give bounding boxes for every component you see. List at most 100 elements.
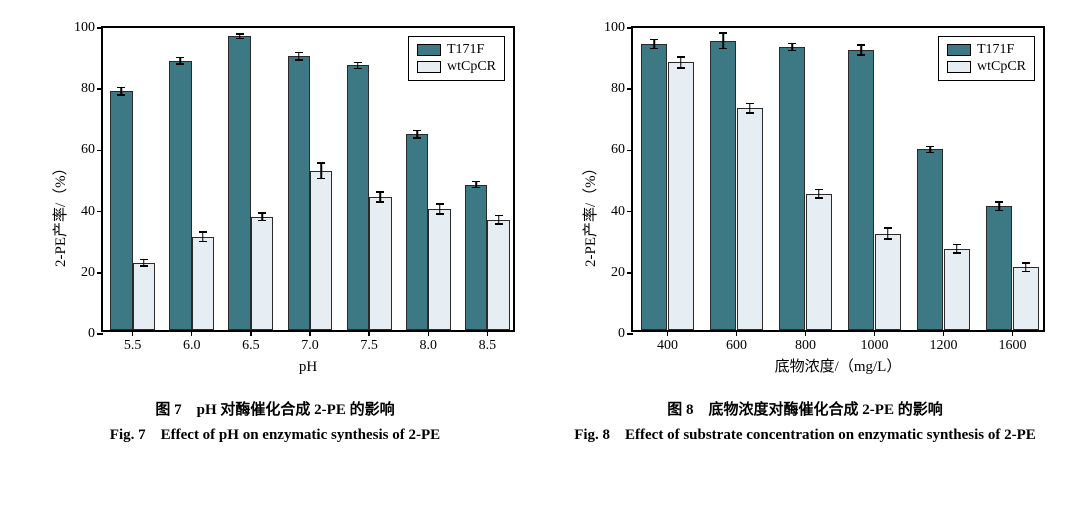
legend-item: T171F: [947, 42, 1026, 58]
xtick: [309, 330, 311, 336]
legend: T171FwtCpCR: [408, 36, 505, 81]
error-bar: [320, 163, 322, 178]
bar-series-a: [848, 50, 874, 330]
legend-swatch: [417, 61, 441, 73]
ytick-label: 100: [587, 20, 625, 36]
xtick-label: 6.0: [183, 338, 201, 354]
ytick: [627, 88, 633, 90]
bar-series-b: [251, 217, 273, 330]
error-cap: [258, 220, 266, 222]
error-cap: [436, 203, 444, 205]
bar-series-a: [710, 41, 736, 330]
error-cap: [677, 56, 685, 58]
xtick-label: 8.0: [420, 338, 438, 354]
plot-frame: 0204060801002-PE产率/（%）底物浓度/（mg/L）4006008…: [631, 26, 1045, 332]
error-cap: [815, 197, 823, 199]
xtick-label: 8.5: [479, 338, 497, 354]
legend-label: wtCpCR: [447, 59, 496, 75]
error-cap: [746, 112, 754, 114]
bar-series-b: [668, 62, 694, 330]
ytick: [627, 27, 633, 29]
error-cap: [354, 62, 362, 64]
xtick-label: 600: [726, 338, 747, 354]
bar-series-b: [369, 197, 391, 330]
legend-item: T171F: [417, 42, 496, 58]
xtick-label: 6.5: [242, 338, 260, 354]
ytick-label: 80: [587, 81, 625, 97]
error-cap: [376, 201, 384, 203]
error-cap: [719, 48, 727, 50]
error-cap: [926, 152, 934, 154]
bar-series-b: [1013, 267, 1039, 330]
error-cap: [472, 187, 480, 189]
error-cap: [140, 265, 148, 267]
error-cap: [884, 227, 892, 229]
figure-7-panel: 0204060801002-PE产率/（%）pH5.56.06.57.07.58…: [25, 18, 525, 446]
error-cap: [650, 39, 658, 41]
error-cap: [376, 191, 384, 193]
bar-series-a: [465, 185, 487, 330]
error-cap: [815, 189, 823, 191]
error-cap: [317, 178, 325, 180]
bar-series-b: [806, 194, 832, 330]
xtick: [736, 330, 738, 336]
xtick-label: 5.5: [124, 338, 142, 354]
bar-series-b: [428, 209, 450, 330]
error-cap: [857, 44, 865, 46]
ytick-label: 20: [57, 265, 95, 281]
ytick-label: 80: [57, 81, 95, 97]
error-cap: [295, 59, 303, 61]
error-cap: [199, 231, 207, 233]
figure-8-chart: 0204060801002-PE产率/（%）底物浓度/（mg/L）4006008…: [555, 18, 1055, 388]
ytick: [627, 333, 633, 335]
bar-series-a: [110, 91, 132, 330]
xtick-label: 7.5: [360, 338, 378, 354]
error-cap: [995, 210, 1003, 212]
error-cap: [746, 103, 754, 105]
xtick-label: 400: [657, 338, 678, 354]
ytick: [627, 211, 633, 213]
error-cap: [354, 68, 362, 70]
error-cap: [295, 52, 303, 54]
error-cap: [413, 130, 421, 132]
xtick: [667, 330, 669, 336]
figure-7-chart: 0204060801002-PE产率/（%）pH5.56.06.57.07.58…: [25, 18, 525, 388]
xtick-label: 1200: [930, 338, 958, 354]
error-cap: [317, 162, 325, 164]
xtick: [132, 330, 134, 336]
error-cap: [926, 146, 934, 148]
x-axis-label: 底物浓度/（mg/L）: [633, 355, 1043, 376]
y-axis-label: 2-PE产率/（%）: [49, 160, 70, 267]
figure-8-caption-en: Fig. 8 Effect of substrate concentration…: [555, 425, 1055, 446]
error-cap: [258, 212, 266, 214]
ytick: [627, 272, 633, 274]
bar-series-b: [310, 171, 332, 330]
bar-series-a: [641, 44, 667, 330]
legend-swatch: [947, 61, 971, 73]
ytick: [97, 272, 103, 274]
legend-swatch: [947, 44, 971, 56]
legend-item: wtCpCR: [417, 59, 496, 75]
error-cap: [995, 201, 1003, 203]
bar-series-b: [944, 249, 970, 330]
figure-8-caption-cn: 图 8 底物浓度对酶催化合成 2-PE 的影响: [555, 398, 1055, 419]
bar-series-a: [228, 36, 250, 330]
ytick-label: 0: [57, 326, 95, 342]
xtick-label: 800: [795, 338, 816, 354]
bar-series-b: [133, 263, 155, 330]
error-cap: [436, 213, 444, 215]
error-cap: [236, 38, 244, 40]
error-cap: [472, 181, 480, 183]
ytick: [97, 27, 103, 29]
error-cap: [1022, 262, 1030, 264]
figure-7-caption-cn: 图 7 pH 对酶催化合成 2-PE 的影响: [25, 398, 525, 419]
xtick: [874, 330, 876, 336]
error-cap: [857, 54, 865, 56]
error-cap: [953, 244, 961, 246]
error-cap: [413, 137, 421, 139]
legend-label: T171F: [447, 42, 484, 58]
error-cap: [719, 32, 727, 34]
legend-label: wtCpCR: [977, 59, 1026, 75]
legend: T171FwtCpCR: [938, 36, 1035, 81]
xtick-label: 1000: [861, 338, 889, 354]
